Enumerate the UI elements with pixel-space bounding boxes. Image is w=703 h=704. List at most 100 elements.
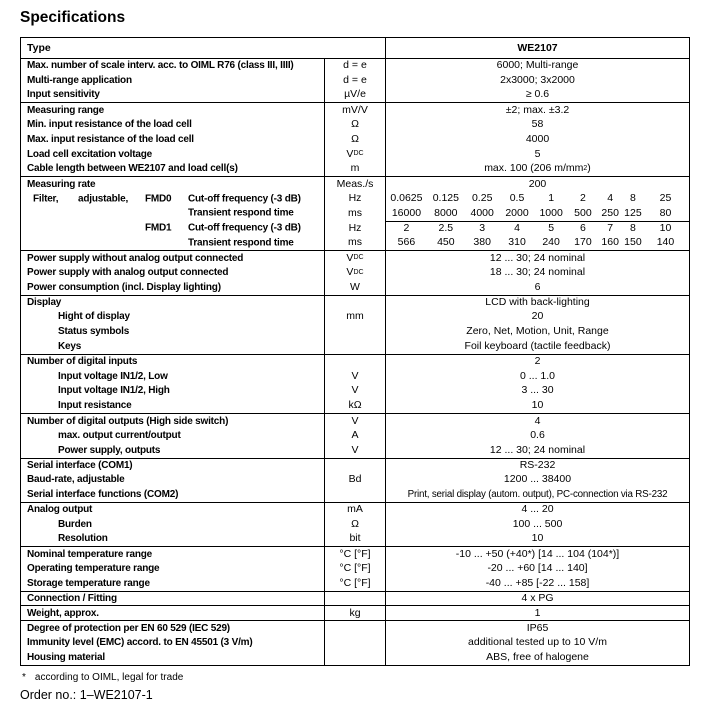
table-row: Max. number of scale interv. acc. to OIM…	[21, 58, 689, 73]
table-row: Measuring range mV/V ±2; max. ±3.2	[21, 102, 689, 118]
filter-value: 8	[629, 192, 636, 205]
filter-value: 0.5	[509, 192, 525, 205]
spec-value: 1	[385, 606, 689, 621]
spec-label-part: Filter,	[33, 193, 59, 205]
spec-unit: mm	[324, 309, 385, 325]
filter-value: 310	[508, 236, 526, 249]
spec-value: 3 ... 30	[385, 383, 689, 399]
table-row: Degree of protection per EN 60 529 (IEC …	[21, 620, 689, 636]
spec-label: Power supply without analog output conne…	[27, 252, 244, 264]
table-row: Display LCD with back-lighting	[21, 294, 689, 310]
table-row: Input voltage IN1/2, High V 3 ... 30	[21, 383, 689, 399]
spec-unit: ms	[324, 205, 385, 221]
spec-label: Serial interface functions (COM2)	[27, 489, 179, 500]
spec-value: 20	[385, 309, 689, 325]
spec-unit: V	[324, 383, 385, 399]
spec-unit: bit	[324, 531, 385, 547]
spec-unit: V DC	[324, 146, 385, 162]
spec-value: 4000	[385, 131, 689, 147]
filter-value: 2000	[505, 206, 529, 219]
spec-unit	[324, 591, 385, 606]
spec-value: Print, serial display (autom. output), P…	[385, 487, 689, 502]
spec-label: Number of digital inputs	[27, 356, 138, 368]
table-row: Housing material ABS, free of halogene	[21, 649, 689, 665]
spec-unit: µV/e	[324, 87, 385, 103]
spec-unit	[324, 354, 385, 369]
table-row: Analog output mA 4 ... 20	[21, 501, 689, 517]
table-row: Measuring rate Meas./s 200	[21, 176, 689, 192]
spec-unit	[324, 295, 385, 310]
spec-label: Input sensitivity	[27, 89, 100, 101]
spec-unit: ms	[324, 235, 385, 251]
table-row: Power supply without analog output conne…	[21, 250, 689, 266]
table-row: Hight of display mm 20	[21, 309, 689, 325]
filter-value: 80	[659, 206, 672, 219]
spec-value: 0.6	[385, 427, 689, 443]
spec-unit	[324, 649, 385, 665]
spec-label: Measuring range	[27, 104, 105, 116]
spec-label: Power supply with analog output connecte…	[27, 267, 229, 279]
filter-value: 2	[580, 192, 586, 205]
filter-value: 4	[514, 222, 520, 235]
spec-unit: m	[324, 161, 385, 177]
spec-label-part: Cut-off frequency (-3 dB)	[188, 193, 301, 205]
filter-values: 2 2.5 3 4 5 6 7 8 10	[386, 222, 689, 236]
spec-value: -10 ... +50 (+40*) [14 ... 104 (104*)]	[385, 547, 689, 562]
filter-value: 170	[574, 236, 592, 249]
spec-value: RS-232	[385, 458, 689, 473]
filter-value: 150	[624, 236, 642, 249]
table-row: Serial interface functions (COM2) Print, …	[21, 487, 689, 502]
spec-unit	[324, 339, 385, 354]
spec-unit	[324, 324, 385, 340]
filter-values: 566 450 380 310 240 170 160 150 140	[386, 236, 689, 251]
spec-value: 18 ... 30; 24 nominal	[385, 265, 689, 280]
table-row: Operating temperature range °C [°F] -20 ..…	[21, 561, 689, 576]
filter-value: 566	[397, 236, 416, 249]
spec-value: ≥ 0.6	[385, 87, 689, 103]
table-row: Keys Foil keyboard (tactile feedback)	[21, 339, 689, 354]
table-row: Transient respond time ms 566 450 380 310 240 1…	[21, 235, 689, 251]
spec-unit: Hz	[324, 191, 385, 206]
spec-value: 58	[385, 117, 689, 132]
spec-label: Power consumption (incl. Display lightin…	[27, 281, 221, 293]
spec-label-part: adjustable,	[78, 193, 129, 205]
filter-value: 5	[548, 222, 555, 235]
table-row: Input resistance kΩ 10	[21, 398, 689, 414]
footnote: * according to OIML, legal for trade	[22, 672, 703, 683]
spec-label: Measuring rate	[27, 178, 96, 190]
spec-value: max. 100 (206 m/mm 2)	[385, 161, 689, 177]
table-row: Power supply with analog output connecte…	[21, 265, 689, 280]
spec-label: Max. input resistance of the load cell	[27, 133, 194, 145]
table-body: Max. number of scale interv. acc. to OIM…	[21, 58, 689, 665]
table-row: FMD1 Cut-off frequency (-3 dB) Hz 2 2.5 3 4 5 6 7…	[21, 220, 689, 236]
spec-label: Immunity level (EMC) accord. to EN 45501…	[27, 636, 253, 648]
filter-value: 450	[437, 236, 455, 249]
spec-label-part: FMD1	[145, 222, 172, 234]
filter-value: 6	[580, 222, 586, 235]
page-title: Specifications	[20, 9, 126, 26]
spec-value: WE2107	[385, 38, 689, 58]
spec-value: Foil keyboard (tactile feedback)	[385, 339, 689, 354]
spec-unit: d = e	[324, 72, 385, 88]
spec-unit	[324, 635, 385, 650]
spec-unit	[324, 458, 385, 473]
spec-unit: mV/V	[324, 103, 385, 118]
spec-unit	[324, 487, 385, 502]
spec-unit: V	[324, 414, 385, 428]
filter-value: 8	[629, 222, 636, 235]
filter-value: 2.5	[438, 222, 454, 235]
spec-label: Weight, approx.	[27, 607, 99, 619]
table-row: Connection / Fitting 4 x PG	[21, 590, 689, 606]
filter-value: 0.0625	[390, 192, 423, 205]
spec-label: Connection / Fitting	[27, 593, 117, 605]
filter-value: 8000	[434, 206, 458, 219]
spec-value: -20 ... +60 [14 ... 140]	[385, 561, 689, 576]
spec-label: Load cell excitation voltage	[27, 148, 152, 160]
spec-label-part: Cut-off frequency (-3 dB)	[188, 222, 301, 234]
table-row: Status symbols Zero, Net, Motion, Unit, R…	[21, 324, 689, 340]
spec-label: Input voltage IN1/2, Low	[58, 370, 168, 382]
footnote-text: according to OIML, legal for trade	[34, 671, 184, 683]
spec-unit: A	[324, 427, 385, 443]
spec-label: max. output current/output	[58, 429, 181, 441]
filter-value: 7	[607, 222, 614, 235]
